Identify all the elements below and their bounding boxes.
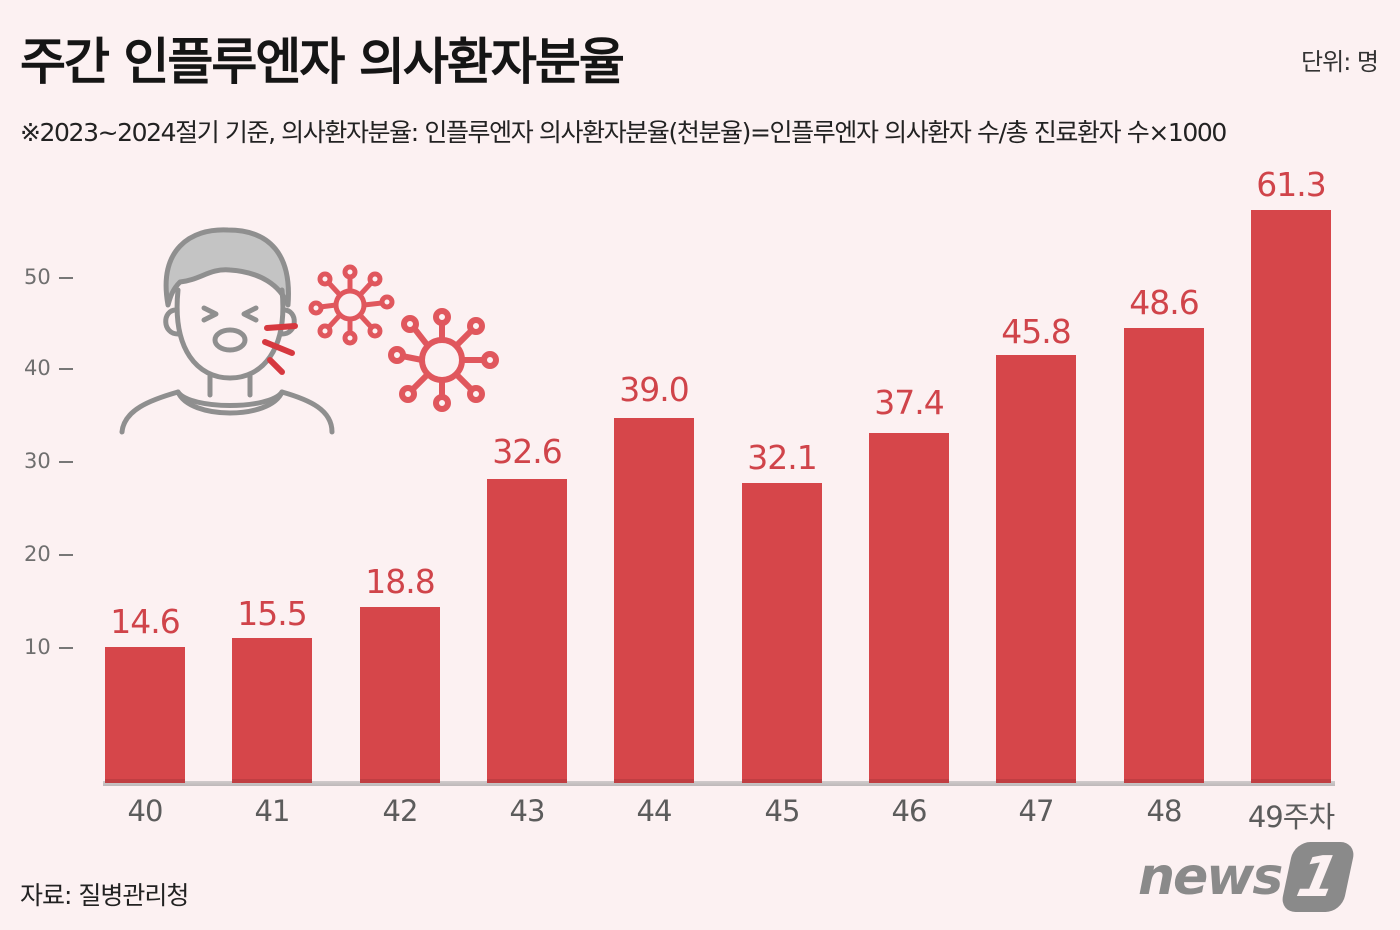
x-label-48: 48 [1146,794,1183,828]
bar-week-44 [614,418,694,783]
x-label-46: 46 [891,794,928,828]
virus-large-icon [388,308,499,412]
x-label-47: 47 [1018,794,1055,828]
x-label-43: 43 [509,794,546,828]
x-label-41: 41 [254,794,291,828]
value-label: 45.8 [1001,312,1071,351]
y-tick-40: 40 [24,356,73,380]
logo-badge-icon: 1 [1279,842,1357,912]
x-label-49: 49주차 [1247,800,1335,834]
bar-week-45 [742,483,822,783]
sneezing-person-illustration [119,227,499,435]
value-label: 14.6 [110,602,180,641]
bar-week-49 [1251,210,1331,783]
x-label-44: 44 [636,794,673,828]
x-label-45: 45 [764,794,801,828]
y-tick-30: 30 [24,449,73,473]
x-axis-baseline [103,781,1335,786]
logo-text: news [1138,847,1283,907]
y-tick-20: 20 [24,542,73,566]
bar-week-42 [360,607,440,783]
value-label: 18.8 [365,562,435,601]
value-label: 32.1 [747,438,817,477]
virus-small-icon [308,264,395,346]
x-label-42: 42 [382,794,419,828]
chart-title: 주간 인플루엔자 의사환자분율 [20,33,625,91]
value-label: 39.0 [619,370,689,409]
x-label-40: 40 [127,794,164,828]
tick-mark [58,277,73,279]
bar-week-40 [105,647,185,783]
bar-week-48 [1124,328,1204,783]
value-label: 48.6 [1129,283,1199,322]
person-icon [119,227,335,435]
sneeze-lines-icon [262,323,298,375]
news1-logo: news 1 [1138,842,1357,912]
tick-mark [58,461,73,463]
chart-subtitle: ※2023~2024절기 기준, 의사환자분율: 인플루엔자 의사환자분율(천분… [20,118,1227,147]
value-label: 37.4 [874,383,944,422]
y-tick-10: 10 [24,635,73,659]
bar-week-47 [996,355,1076,783]
bar-week-46 [869,433,949,783]
y-tick-50: 50 [24,265,73,289]
bar-week-41 [232,638,312,783]
tick-mark [58,368,73,370]
value-label: 61.3 [1256,165,1326,204]
value-label: 15.5 [237,594,307,633]
tick-mark [58,554,73,556]
bar-week-43 [487,479,567,783]
tick-mark [58,647,73,649]
value-label: 32.6 [492,432,562,471]
unit-label: 단위: 명 [1301,48,1379,76]
source-label: 자료: 질병관리청 [20,881,189,910]
